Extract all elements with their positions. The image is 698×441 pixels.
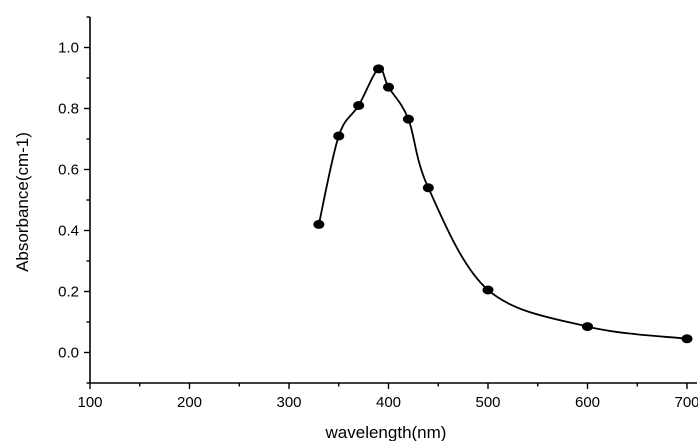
data-point: [373, 64, 385, 74]
data-point: [333, 131, 345, 141]
x-tick-label: 200: [177, 394, 202, 411]
x-tick-label: 400: [376, 394, 401, 411]
data-point: [353, 100, 365, 110]
data-point: [402, 114, 414, 124]
x-axis-title: wavelength(nm): [325, 423, 447, 441]
x-tick-label: 100: [77, 394, 102, 411]
y-tick-label: 0.6: [58, 162, 79, 179]
x-tick-label: 500: [475, 394, 500, 411]
x-tick-label: 300: [276, 394, 301, 411]
data-series: [313, 64, 693, 344]
data-point: [482, 285, 494, 295]
y-axis-ticks: 0.0 0.2 0.4 0.6 0.8 1.0: [58, 16, 90, 384]
x-axis-ticks: 100 200 300 400 500 600 700: [77, 383, 698, 411]
data-point: [422, 183, 434, 193]
y-tick-label: 0.2: [58, 284, 79, 301]
axes: [89, 17, 697, 384]
y-tick-label: 0.8: [58, 101, 79, 118]
y-axis-title: Absorbance(cm-1): [13, 132, 32, 272]
data-point: [681, 334, 693, 344]
data-point: [383, 82, 394, 92]
data-point: [313, 219, 325, 229]
y-tick-label: 0.4: [58, 223, 79, 240]
series-line: [317, 67, 688, 340]
x-tick-label: 600: [575, 394, 600, 411]
y-tick-label: 1.0: [58, 40, 79, 57]
x-tick-label: 700: [674, 394, 698, 411]
y-tick-label: 0.0: [58, 345, 79, 362]
data-point: [582, 322, 593, 332]
